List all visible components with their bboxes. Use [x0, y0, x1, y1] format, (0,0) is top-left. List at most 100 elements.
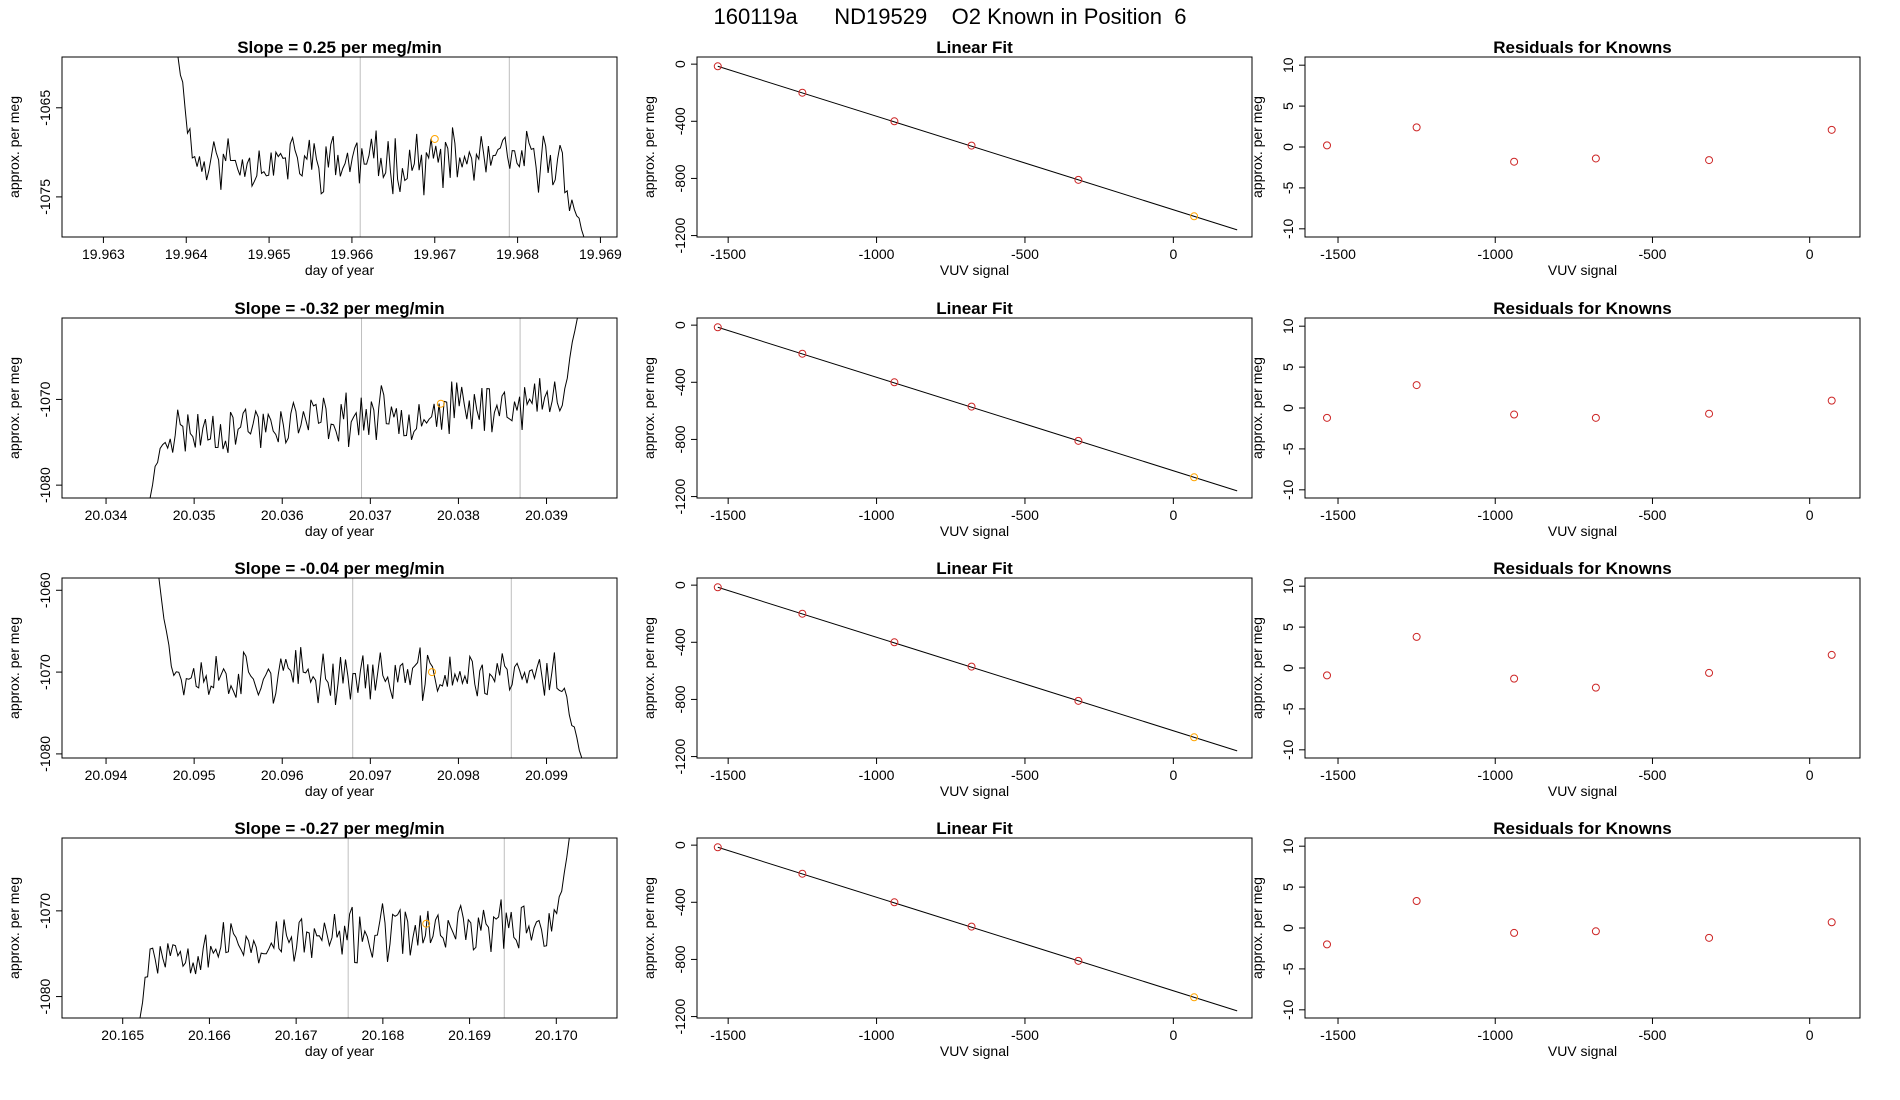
x-axis-label: VUV signal: [940, 523, 1009, 539]
residual-point: [1827, 650, 1836, 659]
y-tick-label: 10: [1280, 318, 1296, 334]
y-tick-label: -1200: [672, 478, 688, 514]
y-tick-label: -5: [1280, 442, 1296, 455]
panel-row1-residuals: -1500 -1000 -500 0 10 5 0 -5 -10 Residuals for Kn…: [1249, 38, 1861, 278]
standard-point: [967, 922, 976, 931]
plot-frame: [1304, 317, 1861, 499]
x-tick-label: -1000: [1477, 1027, 1513, 1043]
y-tick-label: -10: [1280, 739, 1296, 759]
x-tick-label: -500: [1638, 246, 1666, 262]
y-tick-label: 0: [1280, 143, 1296, 151]
y-tick-label: -1070: [37, 381, 53, 417]
y-axis-label: approx. per meg: [641, 877, 657, 979]
x-tick-label: -500: [1011, 246, 1039, 262]
plot-frame: [696, 837, 1253, 1019]
plot-area: [1323, 897, 1836, 949]
x-tick-label: 20.094: [85, 767, 128, 783]
residual-point: [1705, 409, 1714, 418]
known-point: [1190, 212, 1199, 221]
plot-area: [1323, 123, 1836, 166]
y-tick-label: 10: [1280, 838, 1296, 854]
x-tick-label: 19.964: [165, 246, 208, 262]
x-tick-label: 19.967: [413, 246, 456, 262]
residual-point: [1591, 683, 1600, 692]
panel-title: Residuals for Knowns: [1493, 559, 1672, 578]
panel-title: Linear Fit: [936, 38, 1013, 57]
y-axis-label: approx. per meg: [1249, 96, 1265, 198]
residual-point: [1323, 141, 1332, 150]
y-axis-label: approx. per meg: [1249, 357, 1265, 459]
residual-point: [1827, 396, 1836, 405]
x-tick-label: -1500: [1320, 507, 1356, 523]
y-tick-label: -800: [672, 164, 688, 192]
x-tick-label: -1000: [859, 767, 895, 783]
y-axis-label: approx. per meg: [641, 617, 657, 719]
panel-row3-time-series: 20.094 20.095 20.096 20.097 20.098 20.099 -106…: [6, 559, 618, 799]
time-series-line: [62, 318, 578, 498]
known-point: [1190, 733, 1199, 742]
y-tick-label: 0: [1280, 404, 1296, 412]
y-axis-label: approx. per meg: [6, 617, 22, 719]
y-tick-label: -800: [672, 685, 688, 713]
y-axis-label: approx. per meg: [6, 357, 22, 459]
plot-frame: [696, 317, 1253, 499]
plot-frame: [1304, 56, 1861, 238]
residual-point: [1510, 928, 1519, 937]
y-tick-label: -1200: [672, 217, 688, 253]
y-tick-label: -1070: [37, 654, 53, 690]
x-tick-label: -1000: [1477, 507, 1513, 523]
figure-title: 160119a ND19529 O2 Known in Position 6: [713, 4, 1187, 29]
plot-area: [1323, 381, 1836, 422]
y-tick-label: -1080: [37, 467, 53, 503]
panel-title: Slope = -0.04 per meg/min: [234, 559, 444, 578]
panel-title: Residuals for Knowns: [1493, 299, 1672, 318]
y-axis-label: approx. per meg: [6, 96, 22, 198]
x-tick-label: 19.963: [82, 246, 125, 262]
x-tick-label: 20.169: [448, 1027, 491, 1043]
x-tick-label: 0: [1806, 767, 1814, 783]
x-tick-label: -500: [1638, 767, 1666, 783]
y-tick-label: -1075: [37, 179, 53, 215]
residual-point: [1705, 668, 1714, 677]
residual-point: [1591, 154, 1600, 163]
panel-row3-residuals: -1500 -1000 -500 0 10 5 0 -5 -10 Residuals for Kn…: [1249, 559, 1861, 799]
residual-point: [1323, 671, 1332, 680]
x-axis-label: VUV signal: [1548, 1043, 1617, 1059]
x-tick-label: -500: [1011, 507, 1039, 523]
y-axis-label: approx. per meg: [641, 357, 657, 459]
y-tick-label: -400: [672, 888, 688, 916]
y-tick-label: -400: [672, 368, 688, 396]
plot-area: [713, 323, 1238, 492]
y-tick-label: -1200: [672, 738, 688, 774]
time-series-line: [139, 838, 570, 1018]
y-tick-label: -5: [1280, 702, 1296, 715]
x-tick-label: 0: [1169, 767, 1177, 783]
y-tick-label: 0: [672, 60, 688, 68]
x-axis-label: day of year: [305, 1043, 375, 1059]
y-tick-label: -1065: [37, 90, 53, 126]
fit-line: [717, 65, 1238, 231]
panel-title: Residuals for Knowns: [1493, 38, 1672, 57]
panel-title: Linear Fit: [936, 299, 1013, 318]
x-tick-label: -1500: [710, 767, 746, 783]
x-tick-label: 20.170: [535, 1027, 578, 1043]
plot-area: [158, 578, 583, 758]
standard-point: [1074, 696, 1083, 705]
residual-point: [1510, 674, 1519, 683]
plot-area: [177, 57, 585, 237]
y-tick-label: 0: [672, 321, 688, 329]
residual-point: [1412, 381, 1421, 390]
y-tick-label: 0: [672, 581, 688, 589]
y-tick-label: -10: [1280, 479, 1296, 499]
panel-row4-time-series: 20.165 20.166 20.167 20.168 20.169 20.170 -107…: [6, 819, 618, 1059]
y-tick-label: -1070: [37, 893, 53, 929]
x-tick-label: 20.034: [85, 507, 128, 523]
x-axis-label: VUV signal: [940, 1043, 1009, 1059]
standard-point: [798, 609, 807, 618]
x-tick-label: 0: [1806, 1027, 1814, 1043]
plot-area: [1323, 632, 1836, 692]
residual-point: [1705, 156, 1714, 165]
x-tick-label: 0: [1169, 1027, 1177, 1043]
plot-frame: [61, 317, 618, 499]
plot-area: [139, 838, 570, 1018]
